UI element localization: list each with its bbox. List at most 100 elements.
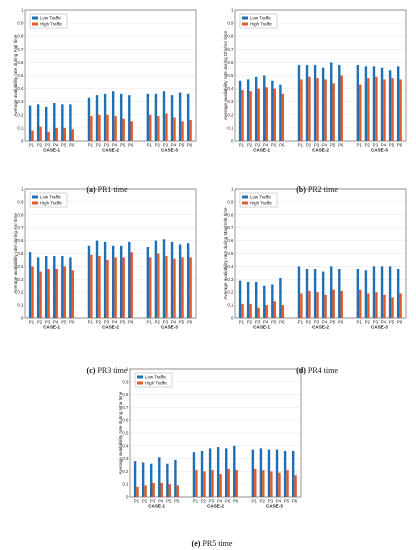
y-tick-label: 0.9 (17, 199, 24, 204)
y-tick-label: 0.8 (122, 392, 129, 397)
x-tick-label: P4 (112, 320, 118, 325)
bar-high-traffic (359, 289, 362, 318)
x-tick-label: P1 (298, 143, 304, 148)
bar-low-traffic (103, 93, 107, 141)
bar-high-traffic (189, 120, 192, 141)
y-tick-label: 0.2 (122, 469, 129, 474)
y-tick-label: 0.6 (17, 60, 24, 65)
y-tick-label: 0.1 (227, 303, 234, 308)
bar-high-traffic (173, 117, 176, 141)
bar-low-traffic (396, 268, 400, 318)
bar-high-traffic (249, 303, 252, 318)
x-tick-label: P2 (96, 143, 102, 148)
group-label: CASE-1 (253, 325, 270, 330)
bar-low-traffic (162, 91, 166, 141)
bar-low-traffic (275, 449, 279, 497)
x-tick-label: P2 (155, 320, 161, 325)
y-tick-label: 0.5 (227, 73, 234, 78)
bar-low-traffic (170, 241, 174, 318)
x-tick-label: P5 (166, 499, 172, 504)
x-tick-label: P3 (255, 320, 261, 325)
bar-high-traffic (241, 303, 244, 318)
plot-frame (24, 188, 197, 319)
x-tick-label: P1 (88, 143, 94, 148)
bar-low-traffic (146, 93, 150, 141)
y-tick-label: 0.1 (17, 303, 24, 308)
bar-low-traffic (305, 65, 309, 141)
bar-low-traffic (263, 75, 266, 141)
x-tick-label: P2 (247, 320, 253, 325)
x-tick-label: P1 (239, 143, 245, 148)
y-tick-label: 0.4 (227, 86, 234, 91)
bar-low-traffic (380, 266, 384, 318)
legend-label-high: High Traffic (250, 21, 273, 26)
bar-high-traffic (149, 257, 152, 318)
bar-high-traffic (173, 258, 176, 318)
x-tick-label: P2 (155, 143, 161, 148)
x-tick-label: P1 (88, 320, 94, 325)
x-tick-label: P4 (171, 320, 177, 325)
bar-high-traffic (160, 482, 163, 497)
bar-low-traffic (338, 65, 341, 141)
bar-high-traffic (71, 129, 75, 141)
x-tick-label: P2 (142, 499, 148, 504)
bar-low-traffic (279, 278, 282, 318)
x-tick-label: P2 (96, 320, 102, 325)
bar-high-traffic (383, 294, 386, 318)
bar-low-traffic (396, 66, 400, 141)
bar-high-traffic (90, 116, 93, 141)
x-tick-label: P6 (279, 143, 285, 148)
bar-high-traffic (219, 473, 222, 497)
legend-box (29, 13, 68, 29)
group-label: CASE-3 (161, 325, 178, 330)
bar-high-traffic (165, 256, 168, 318)
bar-low-traffic (321, 67, 325, 141)
legend-swatch-low (32, 16, 38, 20)
bar-high-traffic (340, 290, 343, 318)
y-tick-label: 0.4 (17, 264, 24, 269)
bar-high-traffic (265, 87, 268, 141)
group-label: CASE-2 (207, 504, 224, 509)
x-tick-label: P6 (187, 320, 193, 325)
caption-label: (a) (86, 185, 96, 194)
bar-low-traffic (87, 245, 91, 318)
x-tick-label: P3 (104, 320, 110, 325)
bar-low-traffic (246, 281, 250, 318)
bar-high-traffic (254, 468, 257, 497)
bar-low-traffic (263, 285, 266, 318)
chart-panel-4: 0 0.1 0.2 0.3 0.4 0.5 0.6 0.7 0.8 0.9 1 Average ava… (223, 187, 407, 375)
y-tick-label: 1 (231, 187, 234, 192)
bar-high-traffic (300, 79, 303, 141)
x-tick-label: P1 (29, 320, 35, 325)
group-label: CASE-2 (102, 325, 119, 330)
plot-frame (24, 9, 197, 142)
caption-text: PR4 time (308, 366, 338, 375)
bar-low-traffic (238, 80, 242, 141)
bar-low-traffic (186, 93, 190, 141)
bar-high-traffic (55, 127, 58, 141)
x-tick-label: P5 (120, 143, 126, 148)
bar-low-traffic (208, 448, 212, 497)
y-tick-label: 0.3 (227, 99, 234, 104)
bar-high-traffic (399, 79, 402, 141)
panel-caption: (a) PR1 time (86, 185, 128, 194)
bar-low-traffic (120, 93, 123, 141)
x-tick-label: P5 (179, 143, 185, 148)
panel-caption: (b) PR2 time (296, 185, 338, 194)
y-tick-label: 0.5 (122, 431, 129, 436)
bar-low-traffic (192, 452, 196, 497)
bar-low-traffic (255, 76, 258, 141)
x-tick-label: P6 (397, 320, 403, 325)
y-tick-label: 0.3 (17, 277, 24, 282)
y-tick-label: 0.7 (227, 225, 234, 230)
bar-low-traffic (364, 66, 368, 141)
bar-low-traffic (87, 97, 91, 141)
group-label: CASE-3 (266, 504, 283, 509)
bar-high-traffic (308, 76, 311, 141)
bar-low-traffic (170, 95, 174, 141)
caption-text: PR5 time (202, 539, 232, 548)
group-label: CASE-3 (371, 148, 388, 153)
x-tick-label: P1 (147, 143, 153, 148)
panel-caption: (c) PR3 time (87, 366, 128, 375)
bar-low-traffic (216, 447, 220, 497)
